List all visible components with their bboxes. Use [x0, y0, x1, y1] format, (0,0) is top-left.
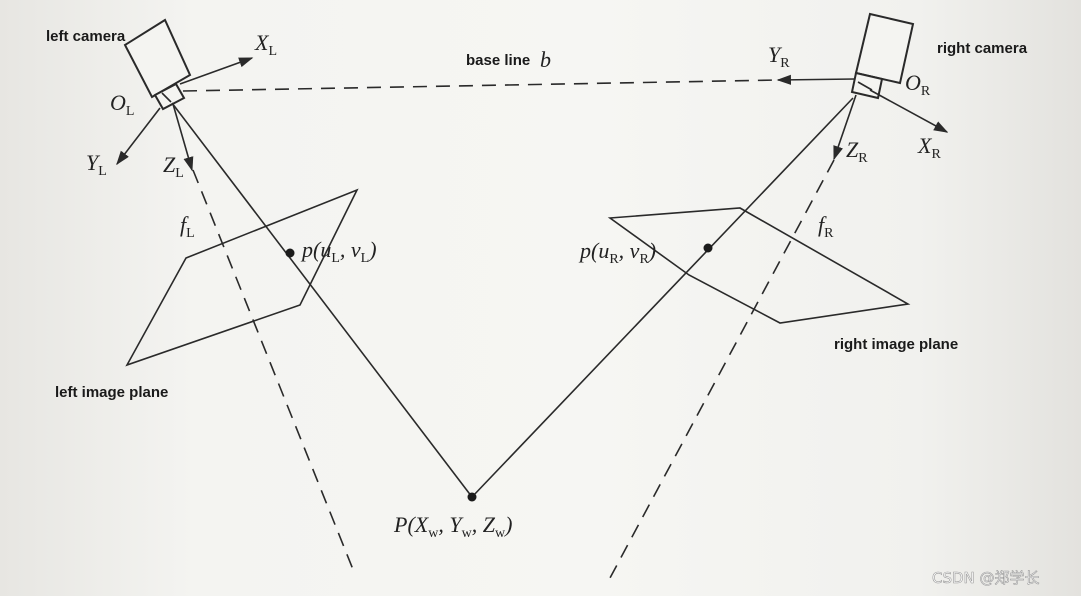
- left-y-axis: [116, 107, 161, 166]
- left-camera-label: left camera: [46, 28, 126, 45]
- left-image-plane: [125, 188, 359, 367]
- y-right-label: YR: [768, 42, 790, 71]
- f-left-label: fL: [180, 212, 195, 241]
- right-camera-label: right camera: [937, 40, 1028, 57]
- baseline-symbol: b: [540, 47, 551, 72]
- z-right-label: ZR: [846, 137, 868, 166]
- watermark: CSDN @郑学长: [932, 569, 1040, 587]
- right-camera-icon: [850, 12, 915, 100]
- baseline: [182, 79, 779, 92]
- baseline-label: base line: [466, 52, 530, 69]
- left-x-axis: [179, 57, 254, 85]
- left-image-point: [285, 248, 295, 258]
- left-projection-ray: [171, 102, 473, 498]
- x-left-label: XL: [254, 30, 277, 59]
- left-camera-icon: [123, 18, 192, 111]
- right-optical-axis: [609, 159, 835, 579]
- x-right-label: XR: [917, 133, 941, 162]
- right-image-plane: [607, 207, 911, 324]
- right-z-axis: [833, 94, 857, 161]
- z-left-label: ZL: [163, 152, 184, 181]
- o-left-label: OL: [110, 90, 134, 119]
- left-image-plane-label: left image plane: [55, 384, 168, 401]
- right-y-axis: [776, 74, 856, 85]
- o-right-label: OR: [905, 70, 931, 99]
- left-z-axis: [172, 103, 194, 172]
- y-left-label: YL: [86, 150, 107, 179]
- right-x-axis: [869, 89, 949, 133]
- world-point: [467, 492, 477, 502]
- right-image-point-label: p(uR, vR): [578, 238, 656, 267]
- left-optical-axis: [192, 169, 355, 573]
- right-image-point: [703, 243, 713, 253]
- f-right-label: fR: [818, 212, 834, 241]
- right-image-plane-label: right image plane: [834, 336, 958, 353]
- left-image-point-label: p(uL, vL): [300, 237, 377, 266]
- right-projection-ray: [471, 97, 854, 498]
- world-point-label: P(Xw, Yw, Zw): [393, 512, 512, 541]
